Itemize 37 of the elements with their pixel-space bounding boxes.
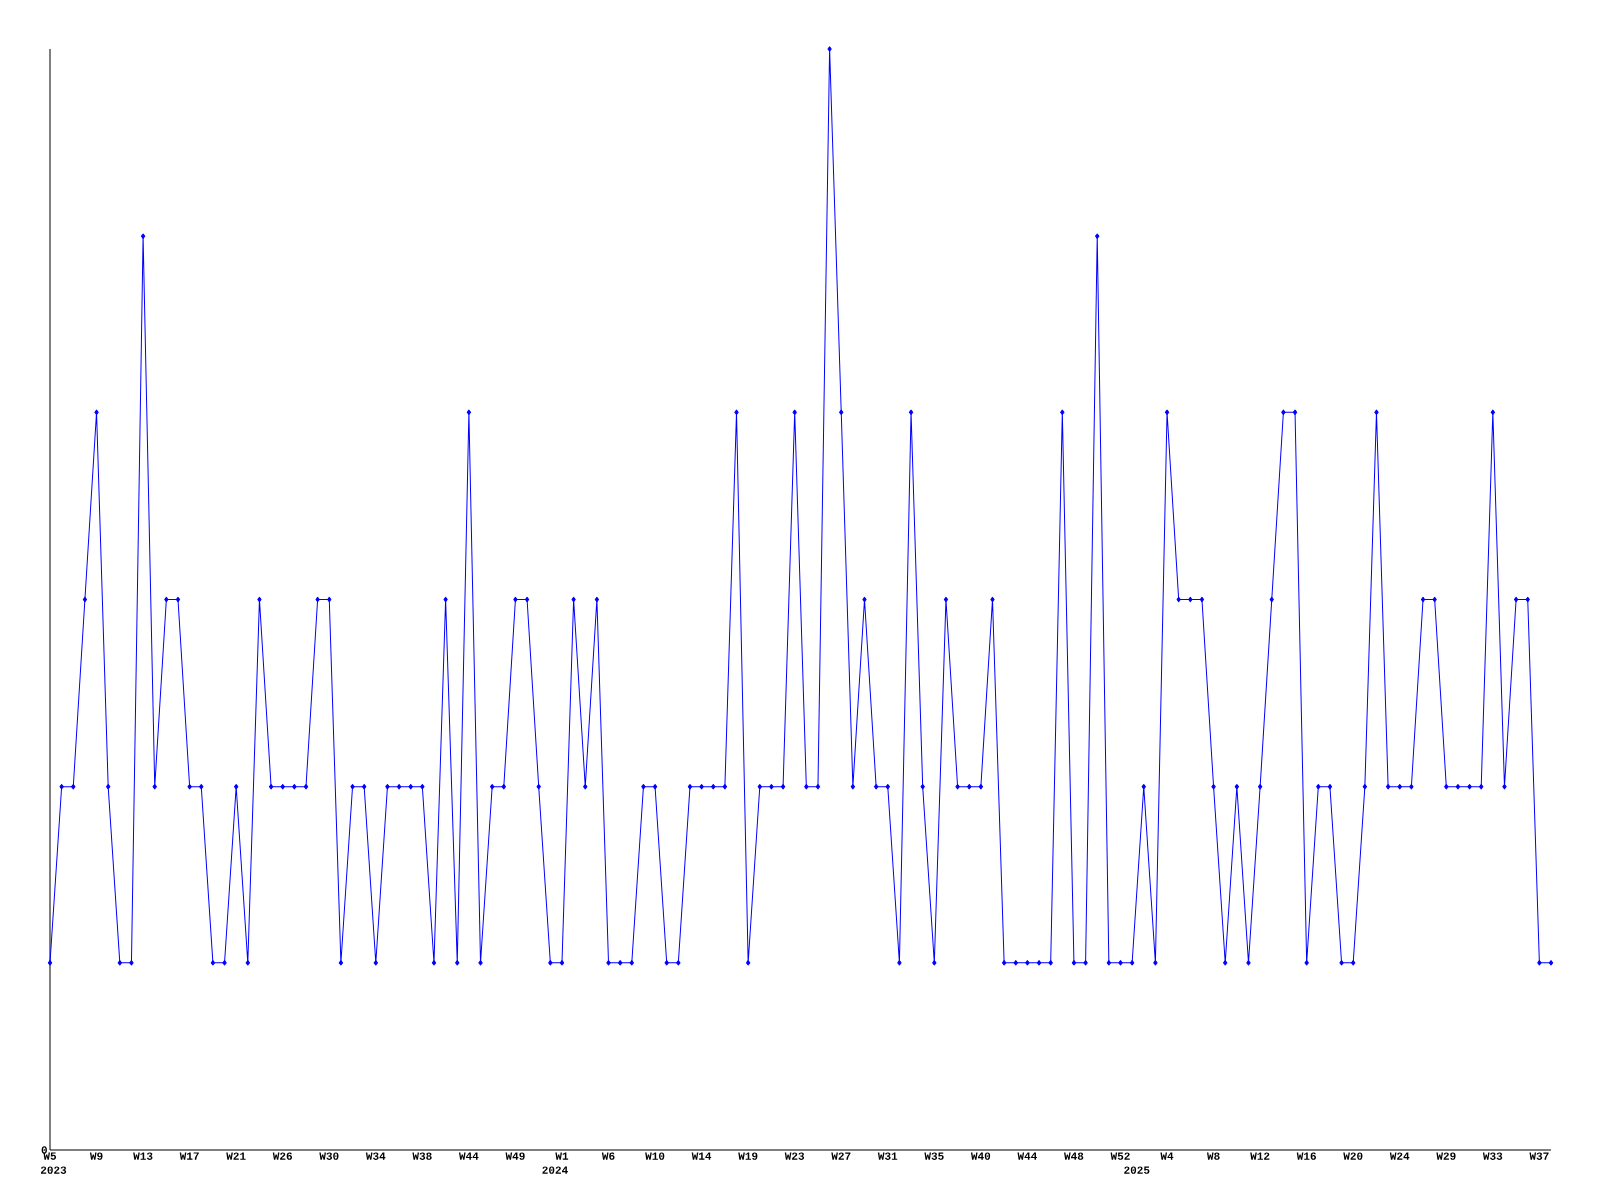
- text: 0: [41, 1146, 47, 1154]
- x-tick-label: W31: [877, 1152, 898, 1160]
- x-tick-label: W52: [1110, 1152, 1130, 1160]
- x-tick-label: W19: [738, 1152, 758, 1160]
- x-tick-label: W44: [458, 1152, 479, 1160]
- x-tick-label: W21: [226, 1152, 246, 1160]
- x-tick-label: W1: [555, 1152, 569, 1160]
- text: 2025: [1124, 1166, 1150, 1174]
- x-tick-label: W40: [970, 1152, 991, 1160]
- x-tick-label: W5: [43, 1152, 57, 1160]
- x-tick-label: W35: [924, 1152, 944, 1160]
- text: 2023: [40, 1166, 67, 1174]
- x-tick-label: W16: [1296, 1152, 1316, 1160]
- x-tick-label: W24: [1389, 1152, 1410, 1160]
- x-tick-label: W12: [1250, 1152, 1270, 1160]
- x-tick-label: W9: [89, 1152, 103, 1160]
- x-tick-label: W23: [784, 1152, 805, 1160]
- x-tick-label: W44: [1017, 1152, 1037, 1160]
- x-tick-label: W17: [179, 1152, 199, 1160]
- x-tick-label: W27: [831, 1152, 851, 1160]
- x-tick-label: W38: [412, 1152, 432, 1160]
- x-tick-label: W29: [1436, 1152, 1456, 1160]
- x-tick-label: W37: [1529, 1152, 1549, 1160]
- x-tick-label: W33: [1482, 1152, 1503, 1160]
- x-tick-label: W8: [1206, 1152, 1220, 1160]
- x-tick-label: W14: [691, 1152, 712, 1160]
- x-tick-label: W20: [1343, 1152, 1363, 1160]
- text: 2024: [542, 1166, 568, 1174]
- x-tick-label: W49: [505, 1152, 525, 1160]
- x-tick-label: W10: [645, 1152, 665, 1160]
- x-tick-label: W30: [319, 1152, 339, 1160]
- x-tick-label: W26: [272, 1152, 293, 1160]
- x-tick-label: W4: [1160, 1152, 1174, 1160]
- x-tick-label: W48: [1064, 1152, 1084, 1160]
- x-tick-label: W6: [601, 1152, 615, 1160]
- x-tick-label: W13: [133, 1152, 153, 1160]
- x-tick-label: W34: [365, 1152, 386, 1160]
